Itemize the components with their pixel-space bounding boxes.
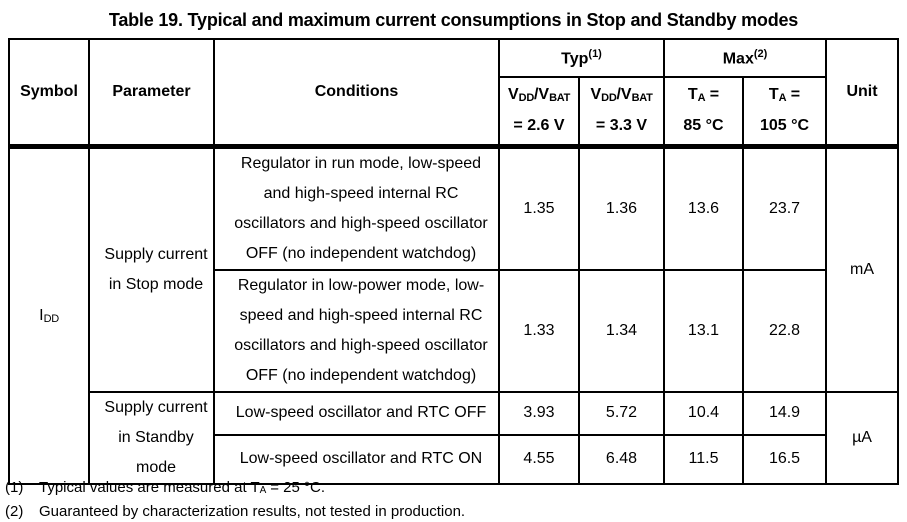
- header-parameter: Parameter: [88, 38, 215, 147]
- subheader-ta-105: TA = 105 °C: [741, 76, 828, 147]
- max-85c-value: 13.1: [663, 268, 744, 393]
- typ-3v3-value: 1.36: [578, 143, 665, 271]
- typ-2v6-value: 1.33: [498, 268, 580, 393]
- conditions-cell: Regulator in run mode, low-speed and hig…: [213, 143, 500, 271]
- max-105c-value: 22.8: [741, 268, 828, 393]
- conditions-cell: Low-speed oscillator and RTC ON: [213, 433, 500, 485]
- unit-cell-ma: mA: [825, 143, 900, 393]
- subheader-vdd-3v3: VDD/VBAT = 3.3 V: [578, 76, 665, 147]
- header-symbol: Symbol: [8, 38, 90, 147]
- footnote-text: Guaranteed by characterization results, …: [39, 503, 466, 520]
- max-105c-value: 14.9: [741, 390, 828, 436]
- typ-2v6-value: 4.55: [498, 433, 580, 485]
- subheader-line2: 105 °C: [759, 117, 810, 135]
- max-85c-value: 11.5: [663, 433, 744, 485]
- footnote-number: (2): [5, 503, 24, 520]
- subheader-line2: = 2.6 V: [513, 117, 565, 135]
- header-typ-label: Typ: [561, 50, 589, 68]
- symbol-cell-idd: IDD: [8, 143, 90, 485]
- conditions-cell: Low-speed oscillator and RTC OFF: [213, 390, 500, 436]
- subheader-line2: = 3.3 V: [595, 117, 648, 135]
- current-consumption-table: Symbol Parameter Conditions Typ(1) Max(2…: [8, 38, 900, 485]
- subheader-ta-85: TA = 85 °C: [663, 76, 744, 147]
- subheader-line1: VDD/VBAT: [590, 86, 653, 105]
- table-title: Table 19. Typical and maximum current co…: [108, 10, 799, 30]
- typ-3v3-value: 5.72: [578, 390, 665, 436]
- footnote-number: (1): [5, 479, 24, 496]
- typ-3v3-value: 1.34: [578, 268, 665, 393]
- max-105c-value: 16.5: [741, 433, 828, 485]
- header-max-label: Max: [722, 50, 754, 68]
- unit-cell-ua: µA: [825, 390, 900, 485]
- footnote-1: (1) Typical values are measured at TA = …: [5, 477, 895, 501]
- max-105c-value: 23.7: [741, 143, 828, 271]
- header-conditions: Conditions: [213, 38, 500, 147]
- max-85c-value: 10.4: [663, 390, 744, 436]
- subheader-line1: TA =: [768, 86, 801, 105]
- subheader-line2: 85 °C: [683, 117, 724, 135]
- parameter-cell-stop: Supply current in Stop mode: [88, 143, 215, 393]
- subheader-line1: VDD/VBAT: [508, 86, 570, 105]
- conditions-cell: Regulator in low-power mode, low- speed …: [213, 268, 500, 393]
- parameter-cell-standby: Supply current in Standby mode: [88, 390, 215, 485]
- header-unit: Unit: [825, 38, 900, 147]
- typ-3v3-value: 6.48: [578, 433, 665, 485]
- footnote-2: (2) Guaranteed by characterization resul…: [5, 501, 895, 522]
- header-max: Max(2): [662, 38, 828, 78]
- subheader-line1: TA =: [687, 86, 720, 105]
- max-85c-value: 13.6: [663, 143, 744, 271]
- footnote-text: Typical values are measured at TA = 25 °…: [39, 479, 325, 496]
- footnotes: (1) Typical values are measured at TA = …: [5, 477, 895, 522]
- header-typ: Typ(1): [498, 38, 665, 78]
- subheader-vdd-2v6: VDD/VBAT = 2.6 V: [498, 76, 580, 147]
- typ-2v6-value: 3.93: [498, 390, 580, 436]
- footnote-ref-2: (2): [753, 47, 768, 60]
- footnote-ref-1: (1): [588, 47, 602, 60]
- typ-2v6-value: 1.35: [498, 143, 580, 271]
